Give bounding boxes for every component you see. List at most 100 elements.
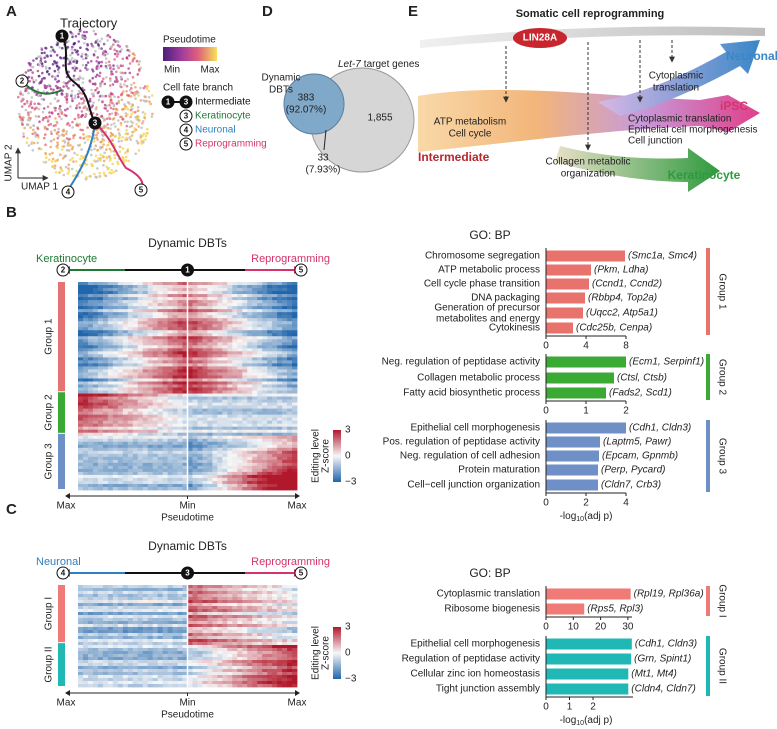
cell-dot [91,82,95,86]
heat-cell [252,384,258,388]
heat-cell [242,474,248,479]
cell-dot [123,107,127,111]
heat-cell [172,414,178,419]
heat-cell [272,330,278,334]
heat-cell [117,474,124,479]
heat-cell [227,393,233,397]
heat-cell [97,327,104,331]
heat-cell [117,597,124,601]
heat-cell [237,318,243,322]
heat-cell [232,486,238,491]
heat-cell [272,297,278,301]
heat-cell [247,360,253,364]
cell-dot [51,165,55,168]
heat-cell [157,303,164,307]
heat-cell [182,297,188,301]
heat-cell [117,315,124,319]
heat-cell [177,306,183,310]
heat-cell [287,591,293,595]
heat-cell [152,309,159,313]
heat-cell [242,387,248,391]
cell-dot [67,58,70,61]
colorbar-title: Z-score [321,439,332,473]
heat-cell [112,285,119,289]
heat-cell [202,297,208,301]
heat-cell [262,321,268,325]
fate-label: iPSC [720,99,748,113]
cell-dot [107,166,110,170]
heat-cell [272,282,278,286]
heat-cell [78,447,84,452]
heat-cell [292,450,298,455]
heat-cell [292,429,298,434]
heat-cell [232,633,238,637]
heat-cell [262,486,268,491]
heat-cell [257,387,263,391]
heat-cell [182,339,188,343]
heat-cell [267,360,273,364]
heat-cell [112,426,119,431]
heat-cell [157,342,164,346]
heat-cell [147,447,154,452]
set-label: Let-7 [338,59,361,70]
heat-cell [242,291,248,295]
heat-cell [127,459,134,464]
cell-dot [94,50,97,53]
heat-cell [187,477,193,482]
heat-cell [257,315,263,319]
heat-cell [227,633,233,637]
heat-cell [192,603,198,607]
heat-cell [97,414,104,419]
heat-cell [87,450,94,455]
heat-cell [272,315,278,319]
heat-cell [202,456,208,461]
heat-cell [172,318,178,322]
heat-cell [107,477,114,482]
heat-cell [292,354,298,358]
heat-cell [272,465,278,470]
heat-cell [252,318,258,322]
heat-cell [137,453,144,458]
heat-cell [152,444,159,449]
heat-cell [207,423,213,428]
heat-cell [277,414,283,419]
heat-cell [92,282,99,286]
heat-cell [277,474,283,479]
heat-cell [232,468,238,473]
heat-cell [197,336,203,340]
heat-cell [247,339,253,343]
heat-cell [147,435,154,440]
fate-label: Reprogramming [251,253,330,265]
heat-cell [92,426,99,431]
heat-cell [212,585,218,589]
heat-cell [262,405,268,409]
heat-cell [252,285,258,289]
heat-cell [122,342,129,346]
heat-cell [262,453,268,458]
heat-cell [87,438,94,443]
cell-dot [109,79,112,82]
heat-cell [157,339,164,343]
heat-cell [222,459,228,464]
heat-cell [162,357,168,361]
heat-cell [137,402,144,406]
heat-cell [212,381,218,385]
heat-cell [187,399,193,403]
heat-cell [117,285,124,289]
heat-cell [157,444,164,449]
heat-cell [167,600,173,604]
heat-cell [157,294,164,298]
heat-cell [82,447,89,452]
heat-cell [92,363,99,367]
heat-cell [282,618,288,622]
heat-cell [287,375,293,379]
heat-cell [112,297,119,301]
cell-dot [129,95,133,98]
heat-cell [222,630,228,634]
heat-cell [102,396,109,400]
axis-label: UMAP 1 [21,182,58,193]
heat-cell [127,462,134,467]
heat-cell [137,447,144,452]
heat-cell [142,366,149,370]
heat-cell [267,462,273,467]
